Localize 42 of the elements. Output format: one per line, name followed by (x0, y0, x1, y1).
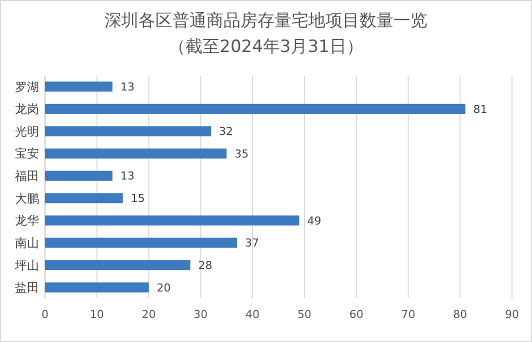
data-label: 13 (120, 170, 134, 183)
bar (45, 126, 212, 136)
y-tick-label: 盐田 (15, 280, 39, 295)
bar (45, 82, 112, 92)
data-label: 15 (130, 192, 145, 206)
chart-title: 深圳各区普通商品房存量宅地项目数量一览 (104, 11, 428, 31)
x-tick-label: 10 (90, 308, 104, 321)
x-tick-label: 80 (453, 308, 468, 321)
y-tick-label: 光明 (15, 124, 39, 138)
y-tick-label: 坪山 (14, 258, 39, 272)
bar (45, 170, 112, 181)
bar (45, 282, 149, 292)
y-tick-label: 福田 (15, 169, 39, 184)
y-tick-label: 大鹏 (15, 191, 39, 206)
y-tick-label: 龙华 (15, 214, 39, 228)
data-label: 20 (156, 281, 171, 294)
bar (45, 148, 227, 159)
data-label: 49 (307, 214, 322, 228)
y-tick-label: 宝安 (15, 146, 39, 161)
data-label: 81 (473, 102, 488, 116)
data-label: 37 (244, 236, 259, 250)
y-tick-label: 龙岗 (15, 102, 39, 116)
x-tick-label: 90 (505, 308, 519, 321)
bar (45, 260, 190, 270)
x-tick-label: 20 (142, 308, 156, 321)
bar (45, 104, 466, 114)
data-label: 28 (198, 258, 212, 272)
bar (45, 238, 237, 248)
data-label: 32 (219, 125, 234, 138)
bar (45, 215, 300, 226)
data-label: 13 (120, 80, 134, 94)
x-tick-label: 40 (246, 308, 260, 321)
x-tick-label: 50 (297, 308, 312, 321)
x-tick-label: 30 (194, 308, 208, 321)
chart-subtitle: （截至2024年3月31日） (168, 37, 364, 57)
data-label: 35 (234, 147, 249, 160)
y-tick-label: 南山 (15, 236, 39, 250)
x-tick-label: 0 (42, 308, 48, 321)
x-tick-label: 60 (349, 308, 364, 321)
x-tick-label: 70 (401, 308, 416, 321)
bar (45, 193, 123, 204)
y-tick-label: 罗湖 (15, 80, 39, 94)
